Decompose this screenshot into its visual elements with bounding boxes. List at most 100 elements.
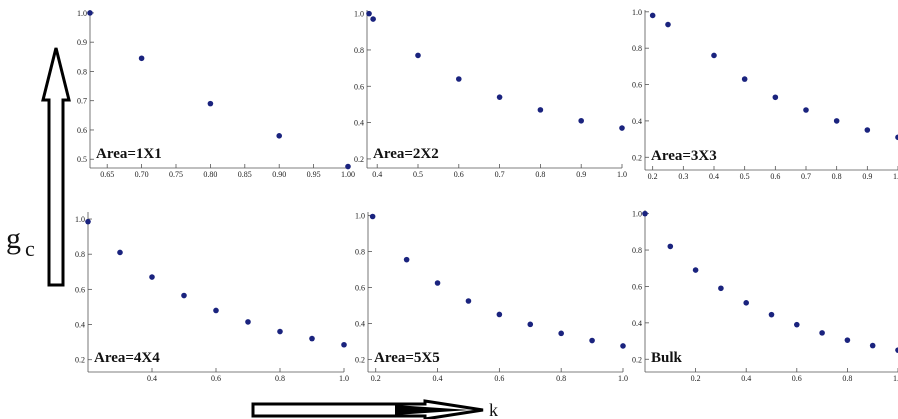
data-point [794,321,800,328]
panel-label: Area=2X2 [373,146,439,162]
y-tick-label: 0.6 [632,282,642,291]
y-tick-label: 0.7 [77,97,87,106]
data-point [496,311,503,318]
data-point [589,337,595,344]
data-point [864,127,871,133]
x-tick-label: 0.85 [238,170,252,179]
y-tick-label: 0.2 [632,153,642,162]
y-tick-label: 0.4 [354,119,364,128]
x-tick-label: 0.8 [275,374,285,383]
x-tick-label: 1.0 [618,374,628,383]
data-point [369,213,376,220]
x-tick-label: 0.5 [413,170,423,179]
data-point [403,256,410,263]
x-tick-label: 0.7 [495,170,505,179]
data-point [245,319,251,325]
x-tick-label: 0.65 [100,170,114,179]
data-point [85,218,91,225]
y-tick-label: 0.6 [632,81,642,90]
x-tick-label: 0.4 [709,172,719,181]
x-tick-label: 0.2 [371,374,381,383]
y-axis-label: g [6,222,21,255]
data-point [620,343,626,349]
x-tick-label: 0.75 [169,170,183,179]
y-tick-label: 0.6 [354,82,364,91]
data-point [895,134,898,141]
x-tick-label: 0.6 [770,172,780,181]
x-tick-label: 1.0 [339,374,349,383]
x-tick-label: 0.6 [454,170,464,179]
data-point [895,347,898,353]
panel-label: Area=5X5 [374,350,440,366]
y-tick-label: 0.2 [354,155,364,164]
x-tick-label: 0.9 [576,170,586,179]
y-tick-label: 1.0 [632,8,642,17]
y-tick-label: 0.4 [632,319,642,328]
y-tick-label: 0.4 [75,321,85,330]
panel-label: Area=3X3 [651,148,717,164]
data-point [803,107,809,113]
data-point [138,55,145,62]
x-tick-label: 0.5 [740,172,750,181]
x-tick-label: 0.8 [535,170,545,179]
y-tick-label: 0.6 [355,284,365,293]
panel-5: 0.2 0.4 0.6 0.8 1.0 0.2 0.4 0.6 0.8 1.0 Area=5X5 [355,212,628,383]
x-tick-label: 0.6 [792,374,802,383]
data-point [649,12,656,19]
panel-label: Area=1X1 [96,146,162,162]
data-point [345,163,351,170]
y-arrow-icon [41,47,71,287]
y-tick-label: 0.4 [632,117,642,126]
data-point [667,243,674,250]
y-tick-label: 0.8 [632,44,642,53]
data-point [692,267,699,273]
x-tick-label: 1.0 [893,172,898,181]
data-point [366,10,372,17]
y-tick-label: 0.8 [77,67,87,76]
data-point [665,21,671,28]
x-tick-label: 1.00 [341,170,355,179]
y-tick-label: 0.8 [355,248,365,257]
x-tick-label: 0.3 [678,172,688,181]
data-point [833,118,840,124]
data-point [527,321,534,328]
x-tick-label: 0.8 [832,172,842,181]
data-point [772,94,779,101]
data-point [578,117,584,124]
data-point [743,300,749,306]
panel-label: Area=4X4 [94,350,160,366]
y-tick-label: 1.0 [354,10,364,19]
panel-4: 0.4 0.6 0.8 1.0 0.2 0.4 0.6 0.8 1.0 Area=4X4 [75,212,349,383]
data-point [277,328,283,335]
y-tick-label: 1.0 [77,9,87,18]
x-tick-label: 1.0 [893,374,898,383]
data-point [711,52,717,59]
x-tick-label: 0.8 [556,374,566,383]
x-tick-label: 0.95 [307,170,321,179]
x-tick-label: 0.9 [862,172,872,181]
data-point [718,285,724,292]
data-point [276,133,283,139]
x-tick-label: 0.80 [203,170,217,179]
y-tick-label: 0.4 [355,319,365,328]
data-point [117,249,123,256]
data-point [207,100,214,107]
data-point [465,298,472,304]
y-tick-label: 0.8 [632,246,642,255]
x-arrow-icon [251,399,484,419]
x-tick-label: 0.8 [842,374,852,383]
data-point [370,16,376,22]
data-point [558,330,564,337]
data-point [415,52,421,59]
x-tick-label: 0.70 [135,170,149,179]
panel-3: 0.2 0.3 0.4 0.5 0.6 0.7 0.8 0.9 1.0 0.2 0.4 0.6 0.8 1… [632,8,898,181]
x-tick-label: 0.4 [741,374,751,383]
data-point [181,292,187,299]
x-tick-label: 0.7 [801,172,811,181]
data-point [619,125,625,131]
y-tick-label: 0.8 [354,46,364,55]
x-tick-label: 1.0 [617,170,627,179]
data-point [87,10,93,16]
panel-1: 0.65 0.70 0.75 0.80 0.85 0.90 0.95 1.00 0.5 0.6 0.… [77,9,355,179]
